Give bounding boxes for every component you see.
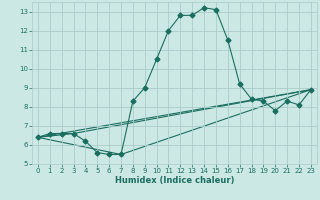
X-axis label: Humidex (Indice chaleur): Humidex (Indice chaleur)	[115, 176, 234, 185]
